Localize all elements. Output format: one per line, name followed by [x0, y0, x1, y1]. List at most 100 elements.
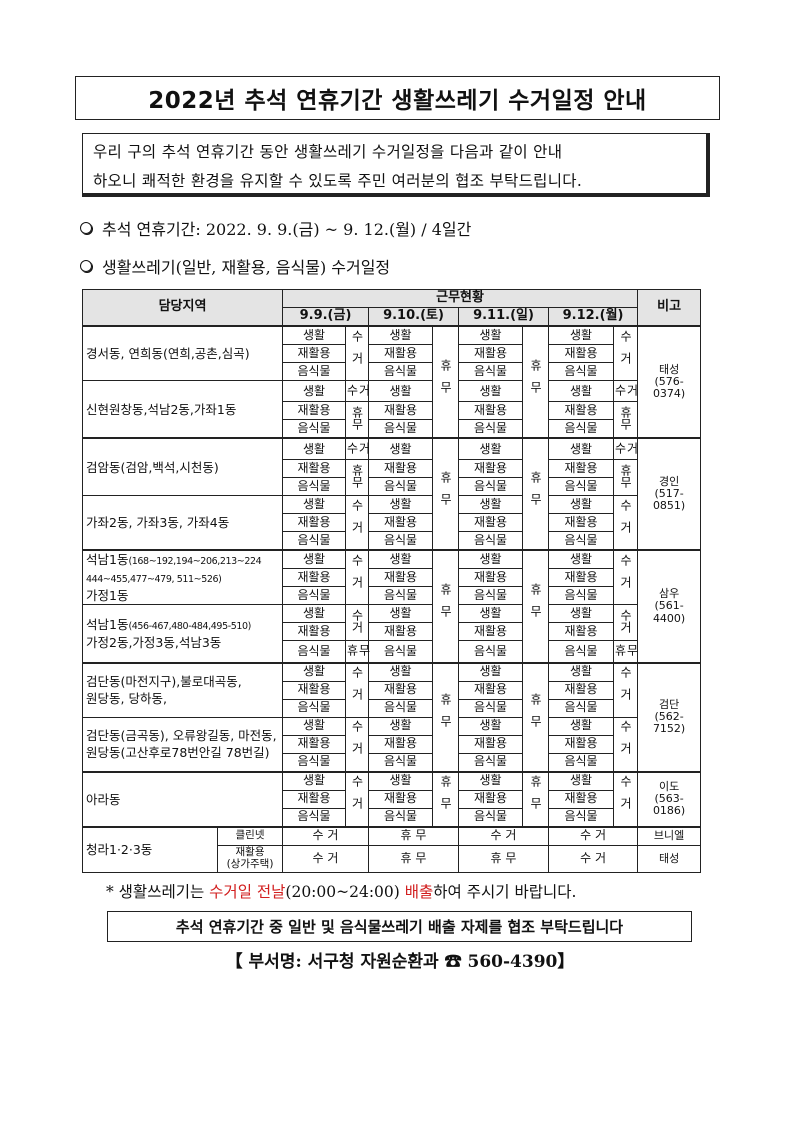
waste-item: 음식물: [282, 362, 346, 381]
waste-item: 재활용: [458, 622, 523, 642]
waste-item: 음식물: [458, 531, 523, 551]
table-row: 경서동, 연희동(연희,공촌,심곡) 생활 수거 생활 휴무 생활 휴무 생활 수거 태성 (57…: [82, 324, 702, 439]
note-text: 하여 주시기 바랍니다.: [433, 882, 577, 901]
collect-status: 수거: [345, 661, 369, 718]
waste-item: 생활: [282, 495, 346, 515]
waste-item: 재활용: [282, 622, 346, 642]
rest-status: 휴무: [522, 324, 549, 439]
day-status: 휴 무: [368, 825, 459, 846]
waste-item: 재활용: [368, 344, 433, 363]
area-name: 석남1동(456-467,480-484,495-510) 가정2동,가정3동,석…: [82, 604, 283, 664]
day-status: 수 거: [282, 844, 369, 873]
waste-item: 음식물: [548, 807, 614, 828]
waste-item: 음식물: [458, 362, 523, 381]
day-status: 휴 무: [458, 844, 549, 873]
waste-item: 재활용: [548, 734, 614, 754]
table-row: 재활용 휴무 재활용 재활용 재활용 휴무: [83, 459, 701, 497]
area-detail: (168~192,194~206,213~224 444~455,477~479…: [86, 556, 262, 586]
waste-item: 재활용: [548, 459, 614, 479]
area-primary: 석남1동: [86, 616, 129, 632]
waste-item: 재활용: [368, 789, 433, 809]
status-text: 휴무: [438, 358, 453, 403]
area-name: 아라동: [82, 770, 283, 828]
rest-status: 휴무: [345, 640, 371, 664]
circle-bullet-icon: [80, 222, 92, 234]
table-row: 음식물 음식물 음식물 음식물: [83, 698, 701, 718]
waste-item: 생활: [368, 549, 433, 570]
status-text: 휴무: [350, 406, 364, 431]
lower-section: 담당지역 근무현황 비고 9.9.(금) 9.10.(토) 9.11.(일) 9.12.(월…: [0, 289, 800, 974]
area-secondary: 가정1동: [86, 588, 129, 604]
waste-item: 음식물: [458, 419, 523, 439]
collect-status: 수거: [345, 549, 369, 606]
table-row: 음식물 음식물 음식물 음식물: [83, 531, 701, 551]
table-row: 음식물 음식물 음식물 음식물: [83, 752, 701, 773]
waste-item: 생활: [282, 770, 346, 791]
status-text: 수거: [350, 666, 364, 711]
waste-item: 재활용: [368, 680, 433, 700]
waste-item: 음식물: [458, 586, 523, 606]
waste-item: 생활: [458, 604, 523, 624]
collect-status: 수거: [612, 770, 639, 828]
waste-item: 재활용: [458, 401, 523, 421]
waste-item: 생활: [458, 495, 523, 515]
table-row: 재활용 재활용 재활용 재활용: [83, 622, 701, 642]
note-highlight: 수거일 전날: [209, 882, 286, 901]
table-row: 재활용 재활용 재활용 재활용: [83, 734, 701, 754]
disposal-note: * 생활쓰레기는 수거일 전날(20:00~24:00) 배출하여 주시기 바랍…: [106, 881, 800, 903]
day-status: 휴 무: [368, 844, 459, 873]
waste-item: 재활용: [548, 568, 614, 588]
table-row: 재활용 재활용 재활용 재활용: [83, 513, 701, 533]
bullet-text: 생활쓰레기(일반, 재활용, 음식물) 수거일정: [102, 258, 391, 277]
collect-status: 수거: [612, 495, 639, 551]
waste-item: 음식물: [368, 362, 433, 381]
waste-item: 생활: [368, 770, 433, 791]
waste-item: 생활: [458, 325, 523, 345]
status-text: 휴무: [528, 775, 543, 820]
collect-status: 수거: [345, 379, 371, 403]
waste-item: 음식물: [368, 698, 433, 718]
waste-item: 생활: [368, 437, 433, 461]
waste-item: 재활용: [282, 401, 346, 421]
waste-item: 재활용: [282, 734, 346, 754]
collect-status: 수거: [612, 661, 639, 718]
rest-status: 휴무: [432, 437, 459, 551]
intro-line-2: 하오니 쾌적한 환경을 유지할 수 있도록 주민 여러분의 협조 부탁드립니다.: [93, 172, 583, 190]
contractor-note: 태성: [637, 844, 702, 873]
rest-status: 휴무: [432, 324, 459, 439]
area-name: 검암동(검암,백석,시천동): [82, 437, 283, 497]
collect-status: 수거: [345, 437, 371, 461]
contractor-note: 이도 (563- 0186): [637, 770, 702, 828]
rest-status: 휴무: [345, 459, 369, 497]
collect-status: 수거: [612, 379, 639, 403]
waste-item: 재활용: [458, 568, 523, 588]
waste-item: 음식물: [548, 586, 614, 606]
waste-item: 생활: [548, 661, 614, 682]
collect-status: 수거: [612, 549, 639, 606]
waste-item: 생활: [368, 604, 433, 624]
contractor-note: 태성 (576- 0374): [637, 324, 702, 439]
waste-item: 음식물: [368, 640, 433, 664]
header-day: 9.9.(금): [282, 307, 369, 327]
waste-item: 생활: [368, 325, 433, 345]
area-primary: 검단동(금곡동), 오류왕길동, 마전동,: [86, 728, 277, 744]
waste-item: 재활용: [458, 680, 523, 700]
department-footer: 【 부서명: 서구청 자원순환과 ☎ 560-4390】: [225, 951, 575, 972]
rest-status: 휴무: [522, 661, 549, 773]
status-text: 수거: [613, 383, 639, 396]
waste-item: 음식물: [548, 531, 614, 551]
area-name: 석남1동(168~192,194~206,213~224 444~455,477…: [82, 549, 283, 606]
bullet-schedule: 생활쓰레기(일반, 재활용, 음식물) 수거일정: [80, 254, 390, 278]
waste-item: 음식물: [548, 477, 614, 497]
waste-item: 음식물: [458, 807, 523, 828]
waste-item: 생활: [458, 770, 523, 791]
table-row: 재활용 재활용 재활용 재활용: [83, 680, 701, 700]
area-detail: (456-467,480-484,495-510): [128, 620, 251, 632]
waste-item: 음식물: [282, 698, 346, 718]
collect-status: 수거: [345, 770, 369, 828]
waste-item: 생활: [458, 661, 523, 682]
waste-item: 재활용: [368, 622, 433, 642]
collect-status: 수거: [345, 604, 369, 642]
status-text: 수거: [618, 499, 633, 544]
waste-item: 음식물: [458, 477, 523, 497]
